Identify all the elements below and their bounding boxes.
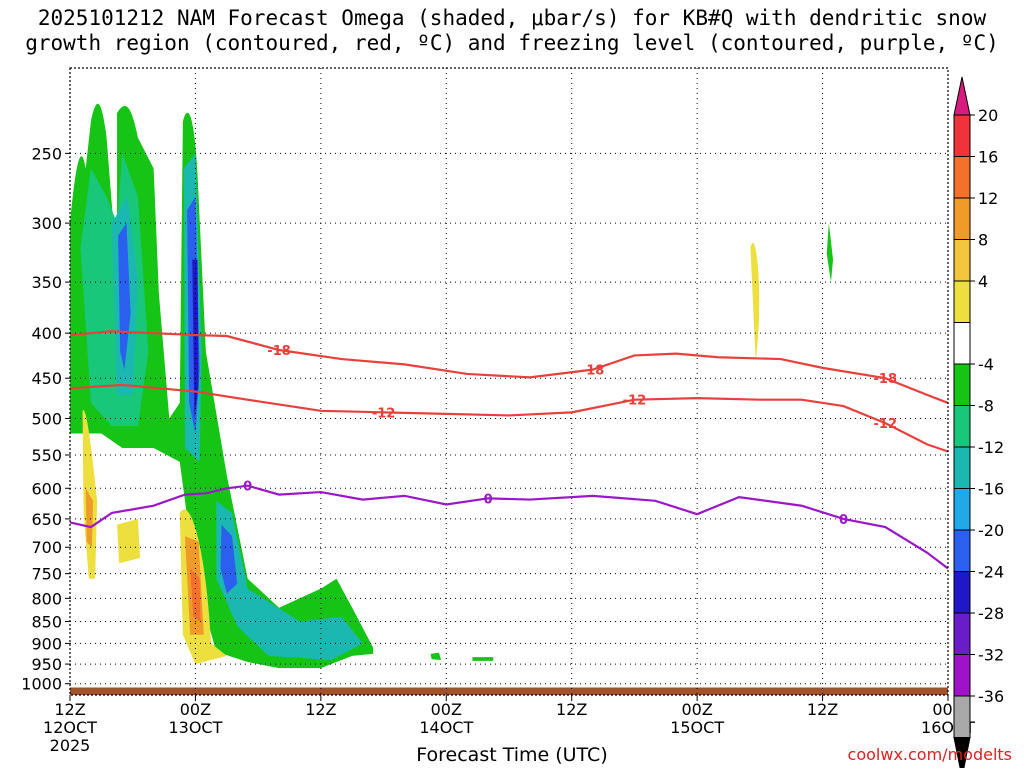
colorbar-segment — [953, 695, 971, 738]
colorbar-segment — [953, 239, 971, 282]
contour-label: -18 — [267, 344, 291, 359]
colorbar-segment — [953, 114, 971, 157]
omega-region-upward-small3 — [472, 657, 494, 661]
x-tick-label: 14OCT — [419, 718, 473, 737]
colorbar-segment — [953, 405, 971, 448]
colorbar-label: 4 — [978, 272, 988, 291]
x-tick-label: 12OCT — [43, 718, 97, 737]
colorbar-label: 20 — [978, 106, 998, 125]
y-tick-label: 300 — [31, 214, 62, 233]
contour-label: 0 — [243, 480, 252, 495]
y-tick-label: 600 — [31, 479, 62, 498]
y-tick-label: 750 — [31, 565, 62, 584]
colorbar-label: -28 — [978, 604, 1004, 623]
y-tick-label: 850 — [31, 613, 62, 632]
y-tick-label: 800 — [31, 589, 62, 608]
credit-text[interactable]: coolwx.com/modelts — [847, 745, 1012, 764]
y-tick-label: 650 — [31, 510, 62, 529]
contour-label: -18 — [581, 364, 605, 379]
omega-region-downward-4d — [750, 242, 760, 361]
colorbar-segment — [953, 197, 971, 240]
colorbar-label: -4 — [978, 355, 994, 374]
contour-label: 0 — [484, 492, 493, 507]
chart-title: 2025101212 NAM Forecast Omega (shaded, μ… — [0, 6, 1024, 56]
colorbar-label: -32 — [978, 646, 1004, 665]
contour-label: -12 — [372, 406, 396, 421]
colorbar-segment — [953, 571, 971, 614]
contour-label: -12 — [623, 394, 647, 409]
x-tick-label: 12Z — [556, 700, 587, 719]
y-tick-label: 250 — [31, 144, 62, 163]
plot-border — [69, 67, 949, 696]
colorbar-segment — [953, 654, 971, 697]
contour-minus18 — [69, 330, 949, 404]
x-tick-label: 12Z — [305, 700, 336, 719]
contour-label: -18 — [874, 372, 898, 387]
x-tick-label: 00Z — [431, 700, 462, 719]
colorbar-label: -36 — [978, 687, 1004, 706]
colorbar-segment — [953, 280, 971, 323]
contour-minus12 — [69, 383, 949, 453]
y-tick-label: 550 — [31, 446, 62, 465]
title-line-1: 2025101212 NAM Forecast Omega (shaded, μ… — [37, 6, 987, 30]
x-tick-label: 12Z — [54, 700, 85, 719]
colorbar-bottom-arrow — [953, 737, 971, 768]
colorbar-segment — [953, 363, 971, 406]
x-tick-label: 2025 — [50, 736, 91, 755]
colorbar-segment — [953, 529, 971, 572]
omega-region-downward-4 — [82, 410, 98, 579]
colorbar-label: -12 — [978, 438, 1004, 457]
colorbar-top-arrow — [953, 76, 971, 116]
colorbar-label: -8 — [978, 397, 994, 416]
x-tick-label: 00Z — [681, 700, 712, 719]
omega-region-downward-12 — [190, 568, 201, 622]
contour-0 — [69, 484, 949, 570]
colorbar-label: 12 — [978, 189, 998, 208]
title-line-2: growth region (contoured, red, ºC) and f… — [25, 31, 999, 55]
x-tick-label: 13OCT — [168, 718, 222, 737]
terrain-strip — [70, 687, 948, 695]
omega-region-downward-4b — [117, 518, 141, 564]
y-tick-label: 400 — [31, 324, 62, 343]
colorbar-segment — [953, 156, 971, 199]
omega-region-lowlevel-12 — [216, 500, 363, 661]
omega-region-downward-8 — [85, 488, 93, 548]
omega-region-upward-light — [70, 103, 374, 669]
x-tick-label: 00Z — [180, 700, 211, 719]
y-tick-label: 900 — [31, 634, 62, 653]
y-tick-label: 450 — [31, 369, 62, 388]
omega-region-lowlevel-20 — [220, 524, 238, 594]
omega-region-upward-24 — [192, 259, 199, 419]
y-tick-label: 350 — [31, 273, 62, 292]
x-tick-label: 12Z — [807, 700, 838, 719]
colorbar-segment — [953, 612, 971, 655]
colorbar-segment — [953, 322, 971, 365]
colorbar-label: 8 — [978, 231, 988, 250]
y-tick-label: 950 — [31, 655, 62, 674]
y-tick-label: 1000 — [21, 675, 62, 694]
colorbar-label: -16 — [978, 480, 1004, 499]
x-tick-label: 15OCT — [670, 718, 724, 737]
colorbar-label: 16 — [978, 148, 998, 167]
omega-region-upward-small — [826, 223, 834, 283]
colorbar-label: -20 — [978, 521, 1004, 540]
y-tick-label: 500 — [31, 410, 62, 429]
contour-label: -12 — [874, 417, 898, 432]
contour-label: 0 — [839, 513, 848, 528]
omega-region-upward-small2 — [430, 652, 442, 661]
colorbar-segment — [953, 446, 971, 489]
y-tick-label: 700 — [31, 538, 62, 557]
colorbar-segment — [953, 488, 971, 531]
colorbar-label: -24 — [978, 563, 1004, 582]
x-axis-title: Forecast Time (UTC) — [416, 744, 608, 766]
